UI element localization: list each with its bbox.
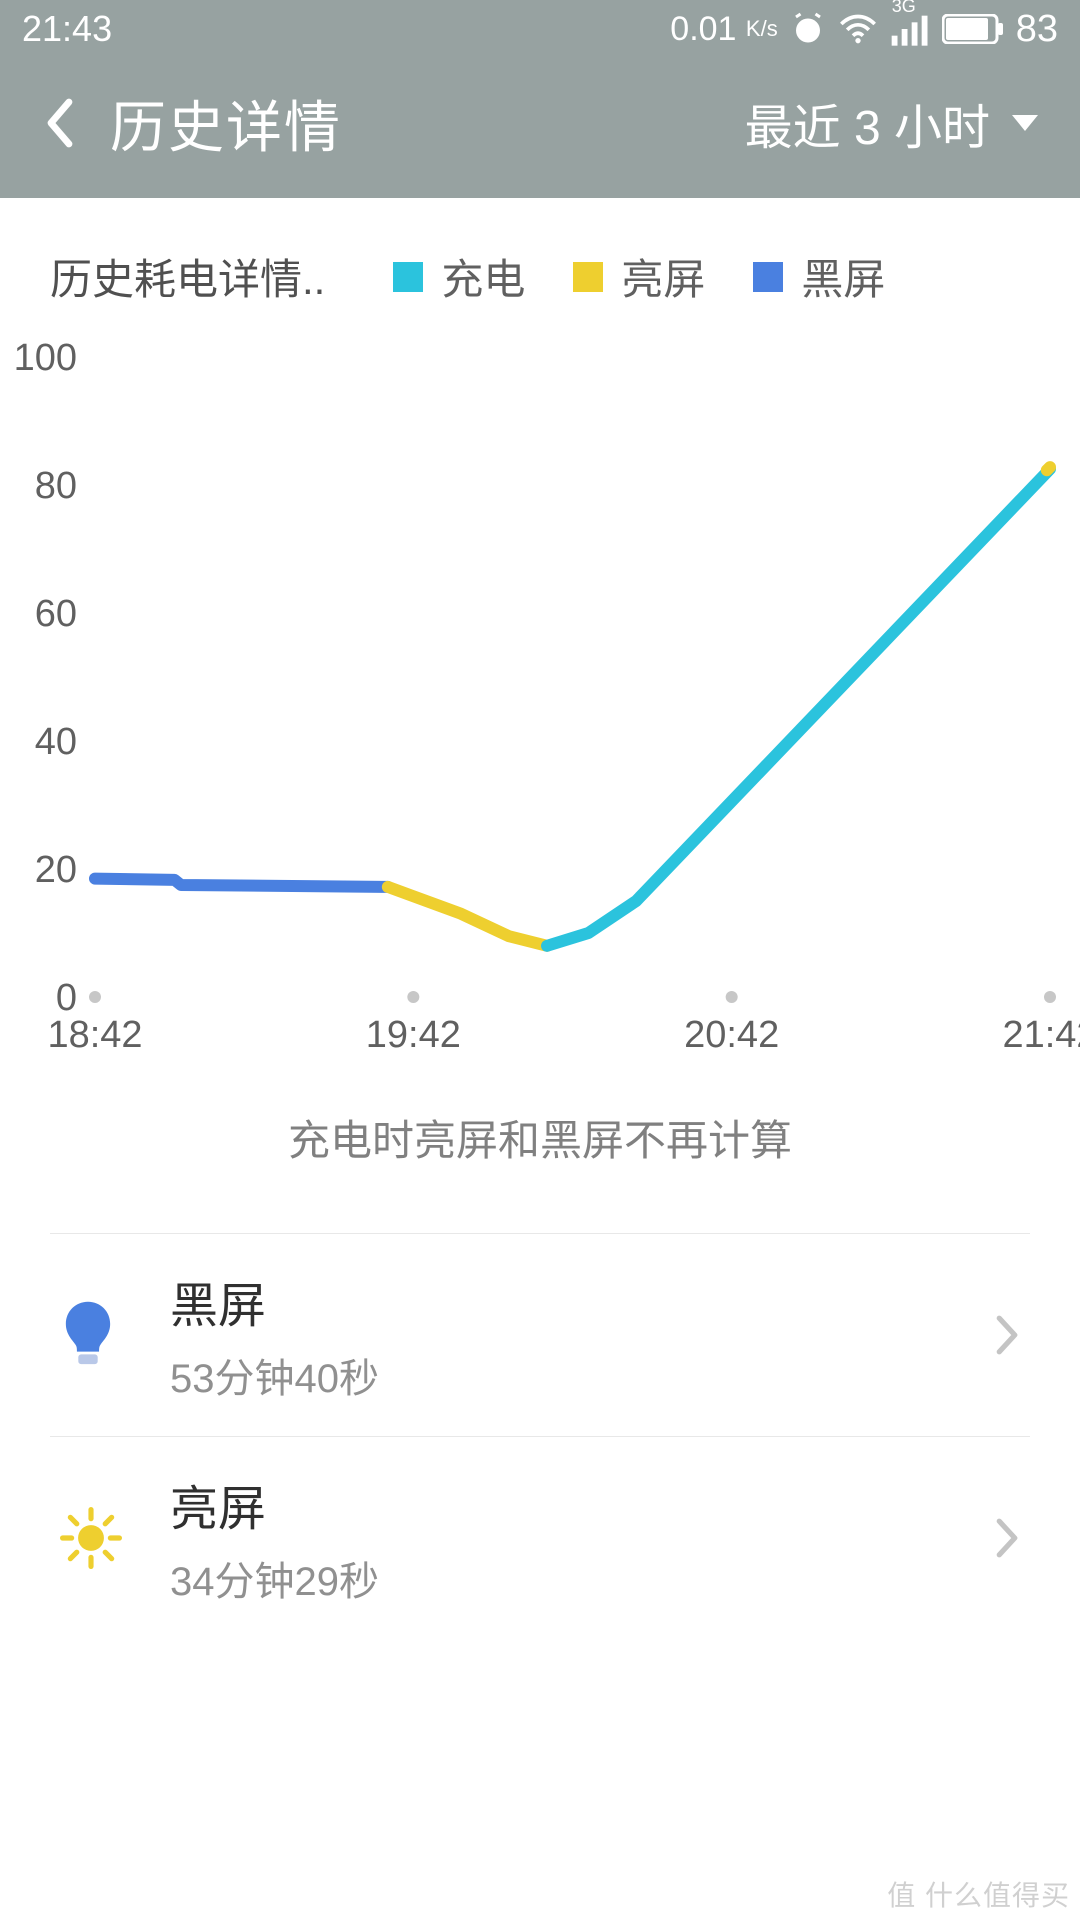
legend-label: 亮屏 [621,246,705,307]
chart-svg: 0 20 40 60 80 100 18:42 19:42 20:42 21:42 [0,337,1080,1077]
list-label: 黑屏 [170,1266,994,1336]
chevron-right-icon [994,1516,1020,1560]
timerange-dropdown[interactable]: 最近 3 小时 [745,88,1060,158]
legend-item-screenon: 亮屏 [573,246,705,307]
chevron-down-icon [1010,113,1040,133]
watermark: 值 什么值得买 [887,1874,1070,1914]
status-right: 0.01 K/s 3G 83 [670,8,1058,51]
wifi-icon [838,12,878,46]
chevron-right-icon [994,1313,1020,1357]
legend-label: 充电 [441,246,525,307]
page-title: 历史详情 [110,83,342,164]
svg-text:18:42: 18:42 [47,1014,142,1056]
svg-text:21:42: 21:42 [1002,1014,1080,1056]
svg-text:40: 40 [35,721,77,763]
legend-swatch [573,262,603,292]
svg-text:80: 80 [35,465,77,507]
battery-chart: 0 20 40 60 80 100 18:42 19:42 20:42 21:42 [0,337,1080,1077]
status-time: 21:43 [22,8,112,50]
list-label: 亮屏 [170,1469,994,1539]
legend-swatch [393,262,423,292]
list-text: 亮屏 34分钟29秒 [170,1469,994,1607]
status-bar: 21:43 0.01 K/s 3G 83 [0,0,1080,58]
chart-legend: 历史耗电详情.. 充电 亮屏 黑屏 [0,198,1080,337]
svg-text:60: 60 [35,593,77,635]
legend-item-screenoff: 黑屏 [753,246,885,307]
legend-title: 历史耗电详情.. [50,246,325,307]
usage-list: 黑屏 53分钟40秒 亮屏 34分钟29秒 [0,1233,1080,1639]
svg-text:20:42: 20:42 [684,1014,779,1056]
svg-text:100: 100 [14,337,77,379]
legend-label: 黑屏 [801,246,885,307]
list-item-screenoff[interactable]: 黑屏 53分钟40秒 [50,1233,1030,1437]
svg-text:20: 20 [35,849,77,891]
list-item-screenon[interactable]: 亮屏 34分钟29秒 [50,1437,1030,1639]
chart-footnote: 充电时亮屏和黑屏不再计算 [0,1107,1080,1168]
battery-icon [942,14,1004,44]
legend-item-charging: 充电 [393,246,525,307]
list-text: 黑屏 53分钟40秒 [170,1266,994,1404]
legend-swatch [753,262,783,292]
back-button[interactable] [20,96,100,150]
timerange-label: 最近 3 小时 [745,88,990,158]
bulb-icon [60,1299,170,1371]
status-battery-pct: 83 [1016,8,1058,51]
svg-text:19:42: 19:42 [366,1014,461,1056]
signal-icon: 3G [890,12,930,46]
alarm-icon [790,11,826,47]
sun-icon [60,1507,170,1569]
list-sub: 53分钟40秒 [170,1346,994,1404]
list-sub: 34分钟29秒 [170,1549,994,1607]
svg-text:0: 0 [56,977,77,1019]
status-speed: 0.01 K/s [670,10,777,49]
app-header: 历史详情 最近 3 小时 [0,58,1080,198]
